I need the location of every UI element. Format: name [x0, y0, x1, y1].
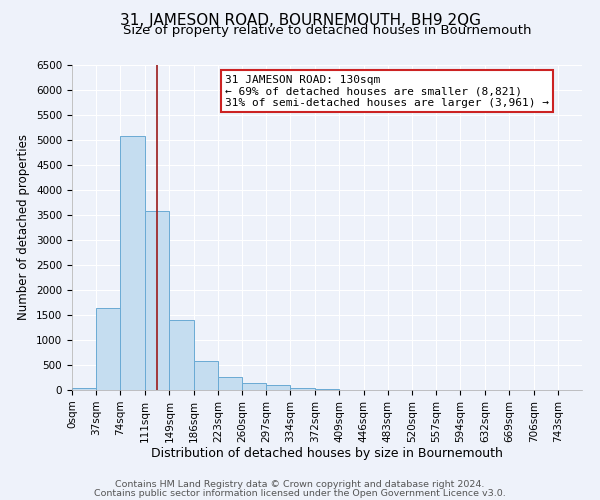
- Text: 31, JAMESON ROAD, BOURNEMOUTH, BH9 2QG: 31, JAMESON ROAD, BOURNEMOUTH, BH9 2QG: [119, 12, 481, 28]
- Bar: [242, 383, 266, 390]
- Bar: [290, 388, 314, 390]
- Title: Size of property relative to detached houses in Bournemouth: Size of property relative to detached ho…: [123, 24, 531, 38]
- Bar: [96, 308, 121, 390]
- Bar: [169, 320, 194, 390]
- Text: Contains HM Land Registry data © Crown copyright and database right 2024.: Contains HM Land Registry data © Crown c…: [115, 480, 485, 489]
- Bar: [121, 136, 145, 390]
- Text: 31 JAMESON ROAD: 130sqm
← 69% of detached houses are smaller (8,821)
31% of semi: 31 JAMESON ROAD: 130sqm ← 69% of detache…: [225, 74, 549, 108]
- X-axis label: Distribution of detached houses by size in Bournemouth: Distribution of detached houses by size …: [151, 448, 503, 460]
- Bar: [145, 211, 169, 390]
- Bar: [194, 361, 218, 390]
- Bar: [315, 388, 340, 390]
- Bar: [266, 385, 290, 390]
- Text: Contains public sector information licensed under the Open Government Licence v3: Contains public sector information licen…: [94, 488, 506, 498]
- Bar: [72, 388, 96, 390]
- Bar: [218, 376, 242, 390]
- Y-axis label: Number of detached properties: Number of detached properties: [17, 134, 31, 320]
